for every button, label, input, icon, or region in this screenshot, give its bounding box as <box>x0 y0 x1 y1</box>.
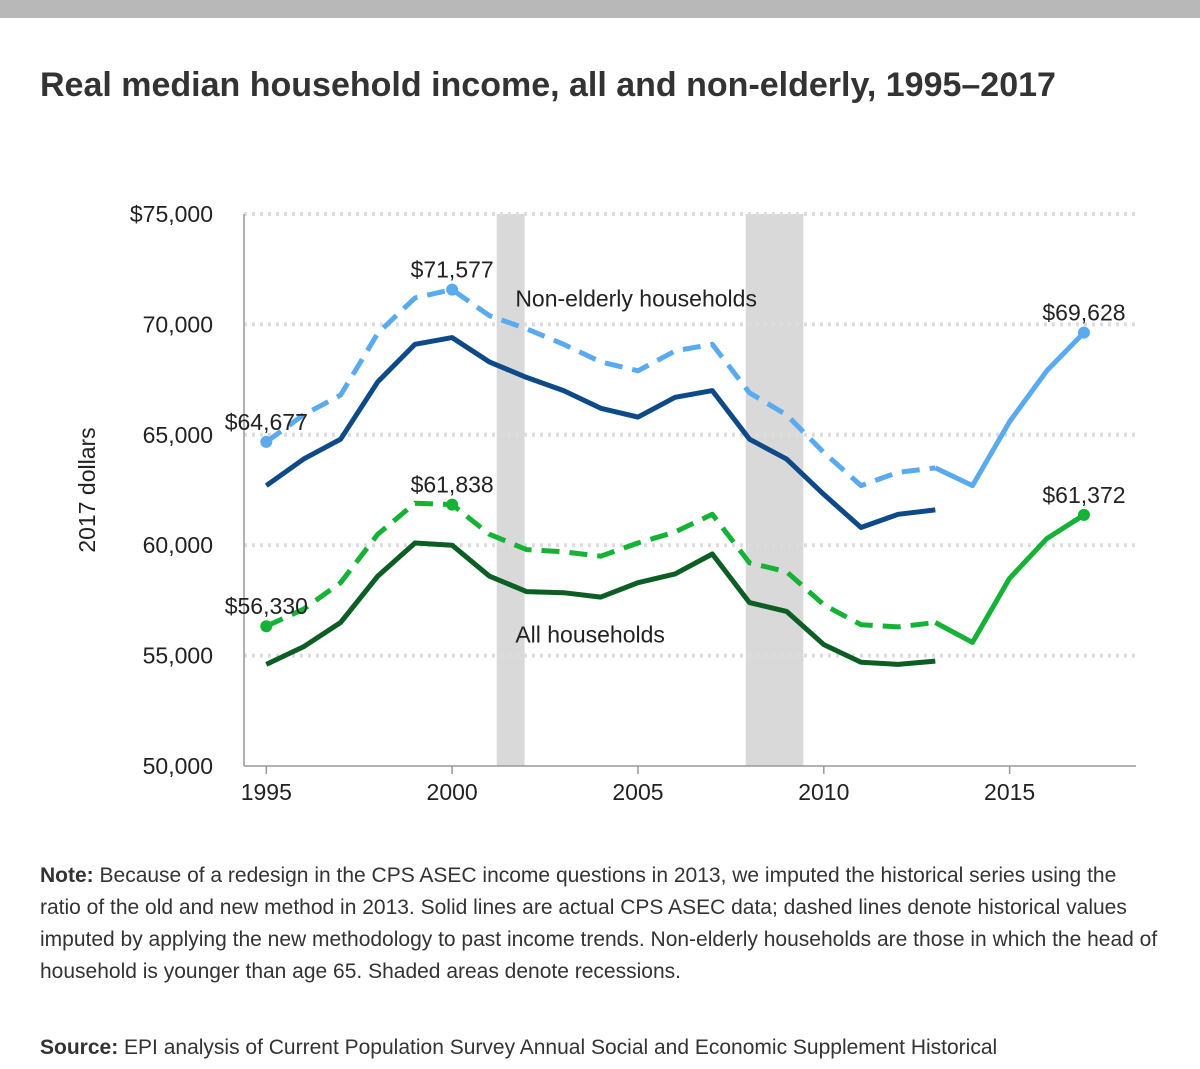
income-line-chart: 50,000 55,000 60,000 65,000 70,000 $75,000 199… <box>74 201 1136 805</box>
series-line-2 <box>934 330 1086 489</box>
series-line-1 <box>264 335 936 530</box>
point-label-3: $56,330 <box>225 593 308 619</box>
y-axis-title: 2017 dollars <box>74 427 100 552</box>
point-marker-3 <box>260 620 273 633</box>
x-tick-label-2005: 2005 <box>612 779 663 805</box>
x-tick-label-2015: 2015 <box>984 779 1035 805</box>
axes: 50,000 55,000 60,000 65,000 70,000 $75,000 199… <box>74 201 1136 805</box>
note-label: Note: <box>40 864 94 887</box>
recession-band-1 <box>745 214 804 766</box>
point-marker-0 <box>260 435 273 448</box>
point-marker-5 <box>1077 508 1090 521</box>
y-tick-label-50000: 50,000 <box>143 753 213 779</box>
series-line-0 <box>264 287 936 489</box>
y-tick-label-75000: $75,000 <box>130 201 213 227</box>
series-line-5 <box>934 512 1086 645</box>
series-lines <box>264 287 1086 667</box>
series-annotation-1: All households <box>515 621 665 647</box>
x-tick-label-2010: 2010 <box>798 779 849 805</box>
series-line-3 <box>265 500 936 630</box>
source-label: Source: <box>40 1036 119 1059</box>
series-annotation-0: Non-elderly households <box>515 286 757 312</box>
point-label-4: $61,838 <box>411 472 494 498</box>
point-label-0: $64,677 <box>225 409 308 435</box>
note: Note: Because of a redesign in the CPS A… <box>40 860 1160 988</box>
note-text: Because of a redesign in the CPS ASEC in… <box>40 864 1158 983</box>
y-tick-label-60000: 60,000 <box>143 532 213 558</box>
series-line-4 <box>265 540 936 667</box>
point-marker-2 <box>1077 326 1090 339</box>
y-tick-label-65000: 65,000 <box>143 422 213 448</box>
x-tick-label-1995: 1995 <box>241 779 292 805</box>
point-label-1: $71,577 <box>411 257 494 283</box>
point-label-5: $61,372 <box>1042 482 1125 508</box>
point-marker-4 <box>446 498 459 511</box>
chart-labels: $64,677 $71,577 $69,628 $56,330 $61,838 $61,3… <box>225 257 1126 648</box>
y-tick-label-55000: 55,000 <box>143 643 213 669</box>
source-text: EPI analysis of Current Population Surve… <box>124 1036 998 1059</box>
source: Source: EPI analysis of Current Populati… <box>40 1032 1180 1064</box>
x-tick-label-2000: 2000 <box>427 779 478 805</box>
chart-title: Real median household income, all and no… <box>40 66 1056 104</box>
recession-bands <box>496 214 804 766</box>
y-tick-label-70000: 70,000 <box>143 311 213 337</box>
point-marker-1 <box>446 283 459 296</box>
recession-band-0 <box>496 214 525 766</box>
point-label-2: $69,628 <box>1042 300 1125 326</box>
top-bar <box>0 0 1200 18</box>
